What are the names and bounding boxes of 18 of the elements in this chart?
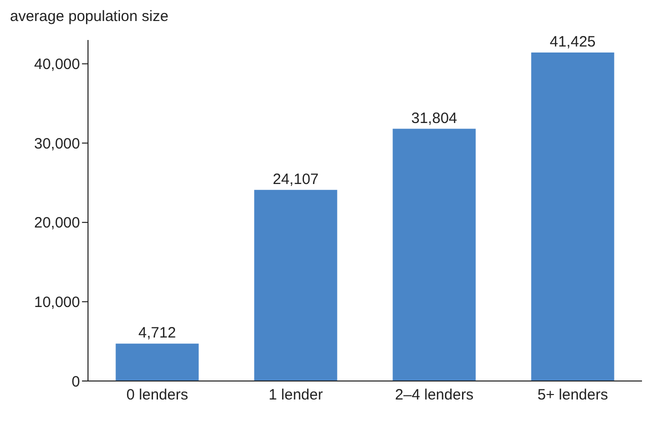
y-axis-title: average population size <box>10 8 168 25</box>
data-label: 31,804 <box>411 110 458 127</box>
bar <box>116 344 199 381</box>
x-tick-label: 5+ lenders <box>538 386 608 404</box>
data-label: 24,107 <box>272 170 319 188</box>
data-label: 4,712 <box>138 324 176 342</box>
y-tick-label: 20,000 <box>34 214 80 232</box>
y-tick-label: 10,000 <box>34 294 80 312</box>
data-label: 41,425 <box>550 33 596 50</box>
y-tick-label: 40,000 <box>34 56 80 74</box>
x-tick-label: 0 lenders <box>126 386 188 404</box>
bar <box>254 190 338 381</box>
bar <box>531 52 614 381</box>
x-tick-label: 2–4 lenders <box>395 386 474 404</box>
bar <box>392 128 476 381</box>
y-tick-label: 30,000 <box>34 135 80 152</box>
y-tick-label: 0 <box>72 373 80 390</box>
x-tick-label: 1 lender <box>268 386 323 404</box>
